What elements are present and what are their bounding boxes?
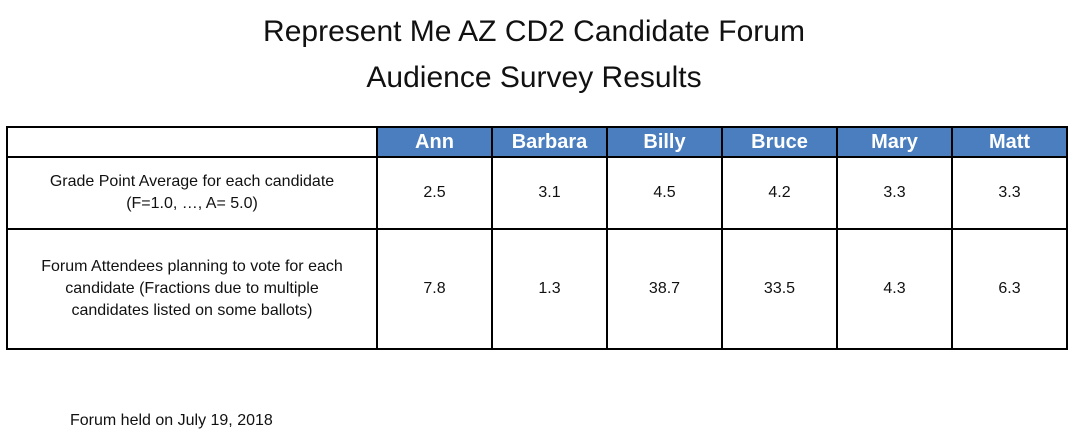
cell-votes-barbara: 1.3	[491, 228, 608, 350]
cell-gpa-billy: 4.5	[606, 156, 723, 230]
row-label-votes: Forum Attendees planning to vote for eac…	[6, 228, 378, 350]
row-label-gpa: Grade Point Average for each candidate (…	[6, 156, 378, 230]
header-billy: Billy	[606, 126, 723, 158]
cell-votes-billy: 38.7	[606, 228, 723, 350]
forum-date-footnote: Forum held on July 19, 2018	[70, 412, 273, 429]
row-label-line: candidate (Fractions due to multiple	[65, 280, 319, 297]
header-matt: Matt	[951, 126, 1068, 158]
cell-gpa-matt: 3.3	[951, 156, 1068, 230]
cell-gpa-mary: 3.3	[836, 156, 953, 230]
row-label-line: candidates listed on some ballots)	[71, 302, 313, 319]
header-mary: Mary	[836, 126, 953, 158]
row-label-line: (F=1.0, …, A= 5.0)	[126, 195, 258, 212]
survey-results-table: Ann Barbara Billy Bruce Mary Matt Grade …	[6, 126, 1068, 350]
cell-gpa-bruce: 4.2	[721, 156, 838, 230]
header-ann: Ann	[376, 126, 493, 158]
cell-votes-ann: 7.8	[376, 228, 493, 350]
cell-votes-mary: 4.3	[836, 228, 953, 350]
cell-votes-bruce: 33.5	[721, 228, 838, 350]
page-subtitle: Audience Survey Results	[366, 61, 702, 94]
row-label-line: Forum Attendees planning to vote for eac…	[41, 258, 343, 275]
cell-gpa-barbara: 3.1	[491, 156, 608, 230]
table-row: Forum Attendees planning to vote for eac…	[6, 228, 1068, 350]
header-barbara: Barbara	[491, 126, 608, 158]
cell-votes-matt: 6.3	[951, 228, 1068, 350]
table-row: Grade Point Average for each candidate (…	[6, 156, 1068, 230]
cell-gpa-ann: 2.5	[376, 156, 493, 230]
header-corner-cell	[6, 126, 378, 158]
row-label-line: Grade Point Average for each candidate	[49, 173, 335, 190]
table-header-row: Ann Barbara Billy Bruce Mary Matt	[6, 126, 1068, 158]
header-bruce: Bruce	[721, 126, 838, 158]
page-title: Represent Me AZ CD2 Candidate Forum	[263, 15, 805, 48]
